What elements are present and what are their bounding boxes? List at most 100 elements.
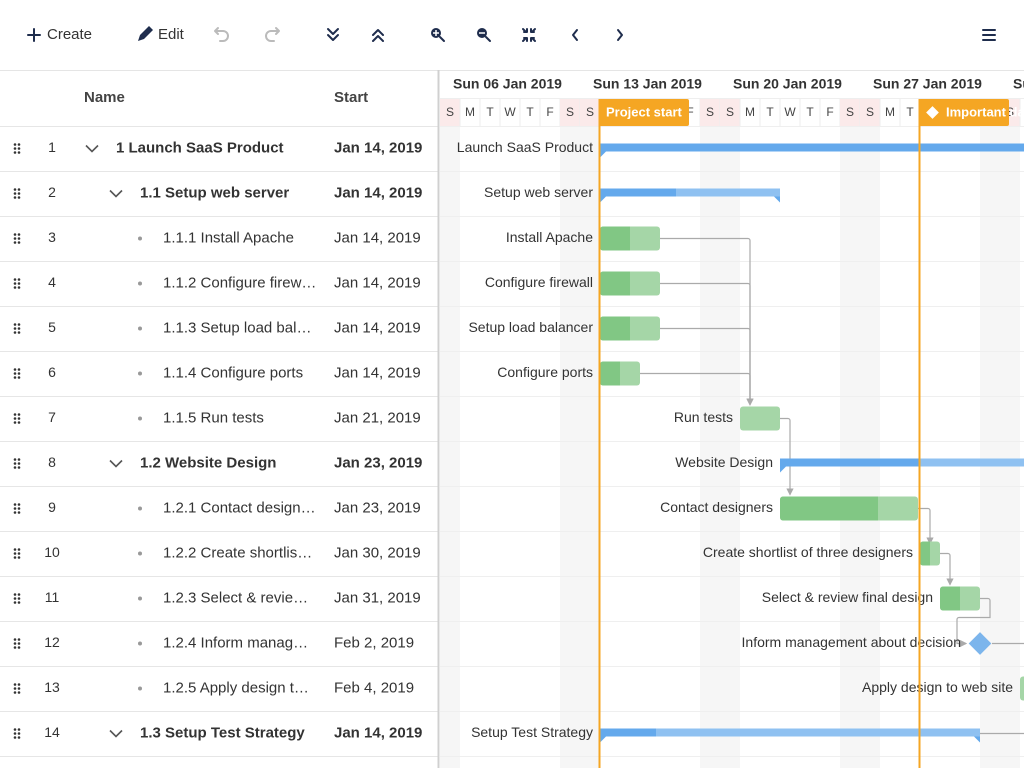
handle-dot (13, 278, 17, 281)
task-label: Install Apache (506, 229, 593, 245)
day-label: T (806, 105, 814, 119)
handle-dot (13, 507, 17, 510)
milestone[interactable] (968, 632, 992, 655)
weekend-column (700, 126, 720, 768)
summary-progress (780, 458, 920, 467)
drag-handle[interactable] (13, 458, 21, 469)
summary-end (600, 151, 1024, 158)
drag-handle[interactable] (13, 188, 21, 199)
weekend-header (720, 99, 740, 126)
expand-all-button[interactable] (327, 28, 339, 41)
summary-bar[interactable] (600, 728, 980, 737)
handle-dot (17, 286, 21, 289)
column-header[interactable]: Name (84, 89, 125, 106)
handle-dot (17, 732, 21, 735)
day-label: S (726, 105, 734, 119)
handle-dot (17, 462, 21, 465)
expand-toggle[interactable] (85, 144, 99, 153)
handle-dot (17, 466, 21, 469)
drag-handle[interactable] (13, 593, 21, 604)
edit-button[interactable]: Edit (158, 26, 185, 43)
row-id: 4 (48, 274, 56, 290)
timeline: SMTWTFSSMTWTFSSMTWTFSSMTWTFSSMSun 06 Jan… (440, 76, 1024, 768)
task-name: 1.1 Setup web server (140, 184, 289, 201)
handle-dot (13, 151, 17, 154)
task-name: 1 Launch SaaS Product (116, 139, 284, 156)
previous-button[interactable] (572, 29, 578, 41)
zoom-fit-button[interactable] (522, 28, 536, 42)
handle-dot (17, 638, 21, 641)
handle-dot (13, 601, 17, 604)
drag-handle[interactable] (13, 143, 21, 154)
day-label: T (906, 105, 914, 119)
task-bar[interactable] (740, 406, 780, 431)
drag-handle[interactable] (13, 638, 21, 649)
day-label: S (866, 105, 874, 119)
create-icon[interactable] (27, 28, 41, 42)
handle-dot (13, 556, 17, 559)
handle-dot (13, 458, 17, 461)
handle-dot (17, 196, 21, 199)
task-bar[interactable] (1020, 676, 1024, 701)
handle-dot (13, 597, 17, 600)
handle-dot (17, 642, 21, 645)
handle-dot (13, 421, 17, 424)
menu-button[interactable] (982, 29, 996, 41)
handle-dot (13, 327, 17, 330)
drag-handle[interactable] (13, 278, 21, 289)
drag-handle[interactable] (13, 683, 21, 694)
handle-dot (13, 552, 17, 555)
handle-dot (17, 507, 21, 510)
summary-progress (600, 143, 1024, 152)
weekend-header (700, 99, 720, 126)
create-button[interactable]: Create (47, 26, 92, 43)
handle-dot (17, 241, 21, 244)
handle-dot (13, 188, 17, 191)
task-start: Jan 30, 2019 (334, 544, 421, 561)
leaf-bullet (138, 506, 142, 511)
zoom-out-button[interactable] (477, 28, 491, 42)
task-start: Jan 21, 2019 (334, 409, 421, 426)
summary-bar[interactable] (600, 188, 780, 197)
expand-toggle[interactable] (109, 189, 123, 198)
drag-handle[interactable] (13, 323, 21, 334)
edit-icon[interactable] (138, 26, 153, 41)
expand-toggle[interactable] (109, 459, 123, 468)
summary-progress (600, 728, 656, 737)
row-id: 9 (48, 499, 56, 515)
task-label: Apply design to web site (862, 679, 1013, 695)
leaf-bullet (138, 416, 142, 421)
drag-handle[interactable] (13, 413, 21, 424)
task-name: 1.2.2 Create shortlis… (163, 544, 312, 561)
task-start: Jan 23, 2019 (334, 454, 422, 471)
undo-button[interactable] (214, 27, 229, 42)
handle-dot (13, 147, 17, 150)
day-label: T (526, 105, 534, 119)
handle-dot (17, 278, 21, 281)
weekend-header (440, 99, 460, 126)
day-label: S (1006, 105, 1014, 119)
task-start: Jan 14, 2019 (334, 364, 421, 381)
leaf-bullet (138, 686, 142, 691)
task-start: Jan 14, 2019 (334, 139, 422, 156)
expand-toggle[interactable] (109, 729, 123, 738)
task-name: 1.3 Setup Test Strategy (140, 724, 305, 741)
day-label: W (504, 105, 516, 119)
drag-handle[interactable] (13, 233, 21, 244)
summary-end (600, 196, 780, 203)
handle-dot (13, 687, 17, 690)
next-button[interactable] (617, 29, 623, 41)
drag-handle[interactable] (13, 368, 21, 379)
handle-dot (13, 593, 17, 596)
day-label: S (446, 105, 454, 119)
zoom-in-button[interactable] (431, 28, 445, 42)
redo-button[interactable] (265, 27, 280, 42)
day-label: W (784, 105, 796, 119)
collapse-all-button[interactable] (372, 29, 384, 42)
column-header[interactable]: Start (334, 89, 368, 106)
drag-handle[interactable] (13, 503, 21, 514)
drag-handle[interactable] (13, 728, 21, 739)
drag-handle[interactable] (13, 548, 21, 559)
week-label: Sun 03 Feb 2019 (1013, 76, 1024, 92)
